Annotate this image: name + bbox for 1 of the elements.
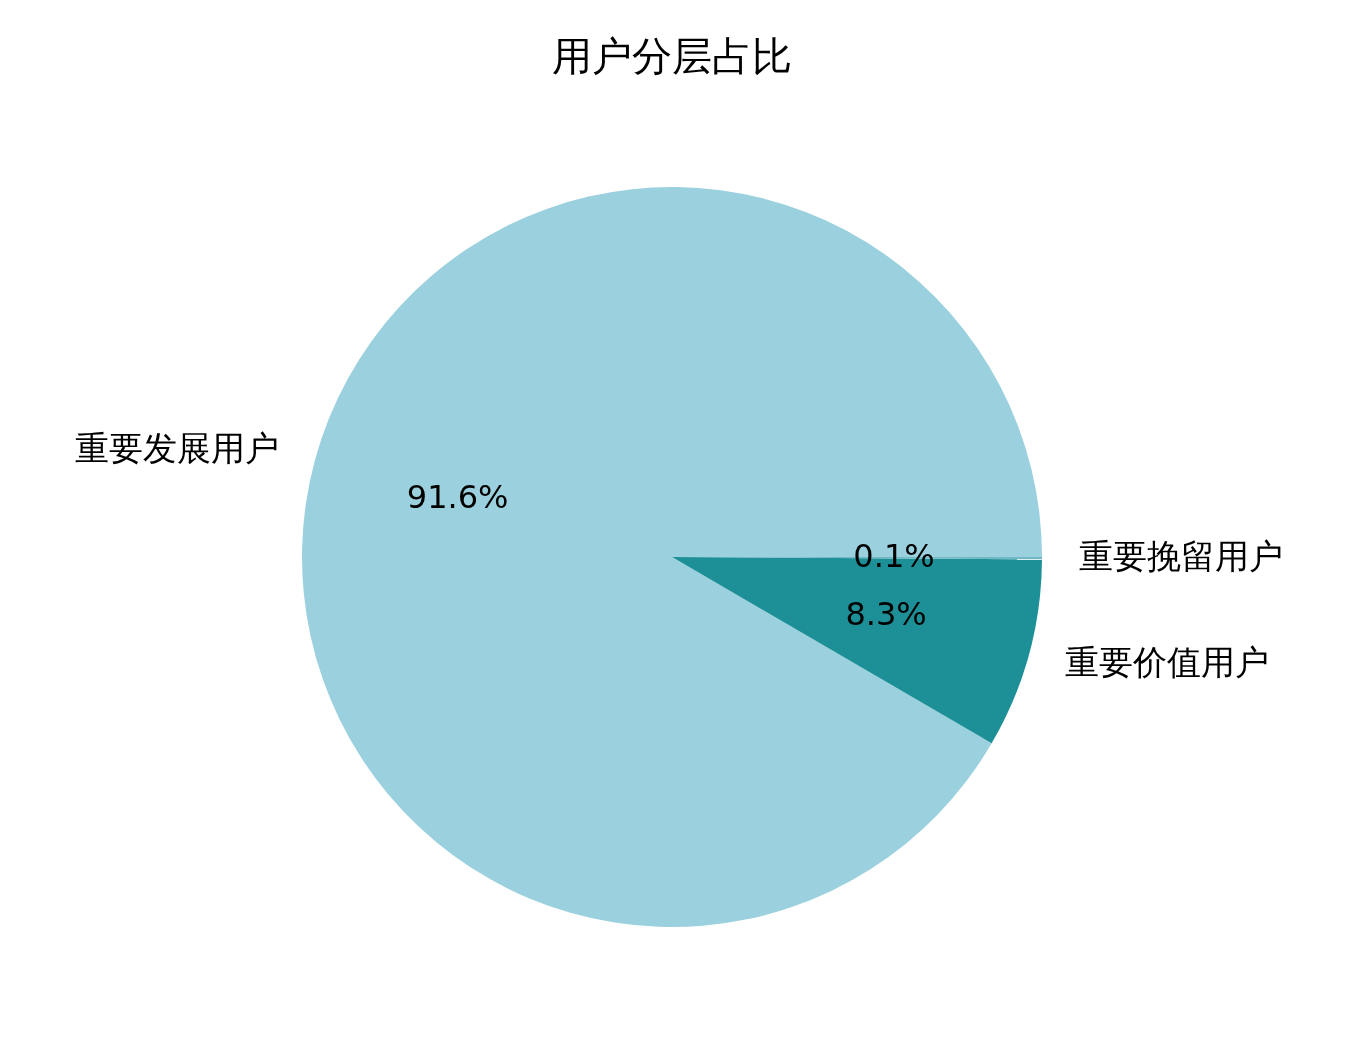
title: 用户分层占比 [552, 33, 792, 79]
